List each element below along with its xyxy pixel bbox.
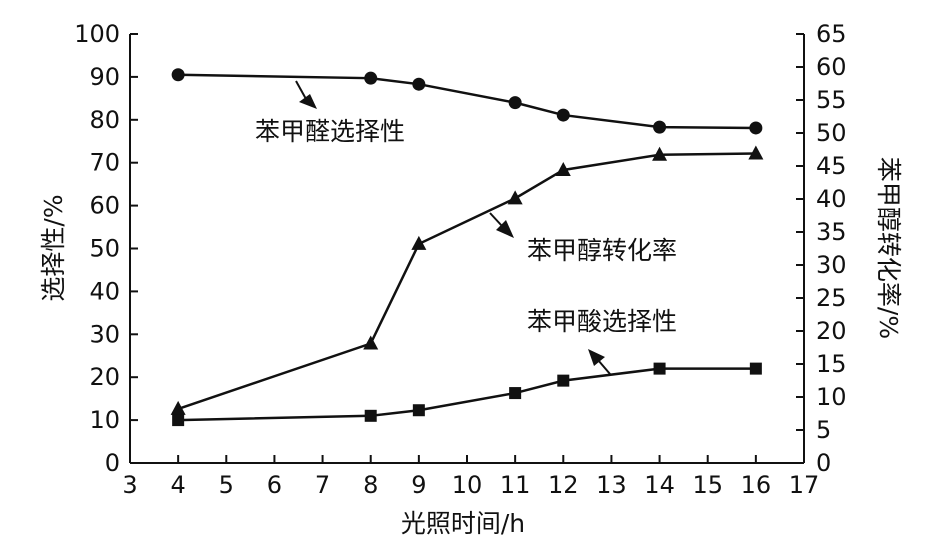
data-point-triangle <box>555 161 571 176</box>
data-point-triangle <box>652 146 668 161</box>
y-right-tick-label: 65 <box>816 20 847 48</box>
y-left-tick-label: 80 <box>89 106 120 134</box>
x-tick-label: 8 <box>363 471 378 499</box>
x-axis-label: 光照时间/h <box>401 509 525 538</box>
x-tick-label: 17 <box>789 471 820 499</box>
y-left-tick-label: 90 <box>89 63 120 91</box>
x-tick-label: 6 <box>267 471 282 499</box>
data-point-triangle <box>411 235 427 250</box>
annotation-arrowhead-conversion <box>496 220 514 238</box>
data-point-circle <box>364 71 378 85</box>
y-axis-right-label: 苯甲醇转化率/% <box>874 157 903 339</box>
y-right-tick-label: 20 <box>816 317 847 345</box>
y-axis-left-label: 选择性/% <box>39 194 68 301</box>
series-line-2 <box>178 367 756 422</box>
y-left-tick-label: 40 <box>89 277 120 305</box>
data-point-triangle <box>363 335 379 350</box>
annotation-arrow-benzaldehyde <box>295 80 307 100</box>
annotation-benzyl-alcohol-conversion: 苯甲醇转化率 <box>527 236 677 265</box>
data-point-circle <box>412 77 426 91</box>
data-point-square <box>364 409 377 422</box>
y-right-tick-label: 50 <box>816 119 847 147</box>
y-right-tick-label: 60 <box>816 53 847 81</box>
axes: 3 4 5 6 7 8 9 10 11 12 13 14 15 16 1701020304050607080… <box>74 20 846 499</box>
data-point-circle <box>653 120 667 134</box>
y-right-tick-label: 55 <box>816 86 847 114</box>
y-left-tick-label: 60 <box>89 192 120 220</box>
data-point-square <box>653 362 666 375</box>
annotation-benzaldehyde-selectivity: 苯甲醛选择性 <box>255 117 405 146</box>
x-tick-label: 5 <box>219 471 234 499</box>
y-right-tick-label: 25 <box>816 284 847 312</box>
data-point-triangle <box>748 145 764 160</box>
y-right-tick-label: 0 <box>816 449 831 477</box>
data-point-circle <box>508 96 522 110</box>
annotations: 苯甲醛选择性 苯甲醇转化率 苯甲酸选择性 <box>255 80 677 375</box>
y-left-tick-label: 50 <box>89 235 120 263</box>
y-right-tick-label: 40 <box>816 185 847 213</box>
data-point-circle <box>749 121 763 135</box>
annotation-arrow-conversion <box>489 212 503 227</box>
data-point-square <box>412 404 425 417</box>
annotation-arrow-benzoic <box>597 359 611 375</box>
data-point-square <box>172 414 185 427</box>
y-left-tick-label: 10 <box>89 406 120 434</box>
annotation-arrowhead-benzoic <box>588 349 605 366</box>
y-left-tick-label: 30 <box>89 320 120 348</box>
x-tick-label: 11 <box>500 471 531 499</box>
x-tick-label: 3 <box>122 471 137 499</box>
data-point-square <box>557 374 570 387</box>
data-point-circle <box>556 108 570 122</box>
x-tick-label: 13 <box>596 471 627 499</box>
y-left-tick-label: 70 <box>89 149 120 177</box>
y-right-tick-label: 10 <box>816 383 847 411</box>
x-tick-label: 14 <box>644 471 675 499</box>
data-point-circle <box>171 68 185 82</box>
y-right-tick-label: 5 <box>816 416 831 444</box>
data-point-triangle <box>170 400 186 415</box>
y-left-tick-label: 20 <box>89 363 120 391</box>
x-tick-label: 15 <box>692 471 723 499</box>
data-point-square <box>749 362 762 375</box>
series-line-1 <box>177 152 756 411</box>
data-point-triangle <box>507 190 523 205</box>
x-tick-label: 16 <box>741 471 772 499</box>
y-right-tick-label: 15 <box>816 350 847 378</box>
y-right-tick-label: 35 <box>816 218 847 246</box>
x-tick-label: 12 <box>548 471 579 499</box>
x-tick-label: 7 <box>315 471 330 499</box>
y-right-tick-label: 30 <box>816 251 847 279</box>
annotation-arrowhead-benzaldehyde <box>299 94 317 109</box>
y-left-tick-label: 0 <box>105 449 120 477</box>
data-point-square <box>509 387 522 400</box>
y-right-tick-label: 45 <box>816 152 847 180</box>
y-left-tick-label: 100 <box>74 20 120 48</box>
series-layer <box>170 68 764 427</box>
x-tick-label: 10 <box>452 471 483 499</box>
annotation-benzoic-acid-selectivity: 苯甲酸选择性 <box>527 307 677 336</box>
x-tick-label: 9 <box>411 471 426 499</box>
x-tick-label: 4 <box>171 471 186 499</box>
